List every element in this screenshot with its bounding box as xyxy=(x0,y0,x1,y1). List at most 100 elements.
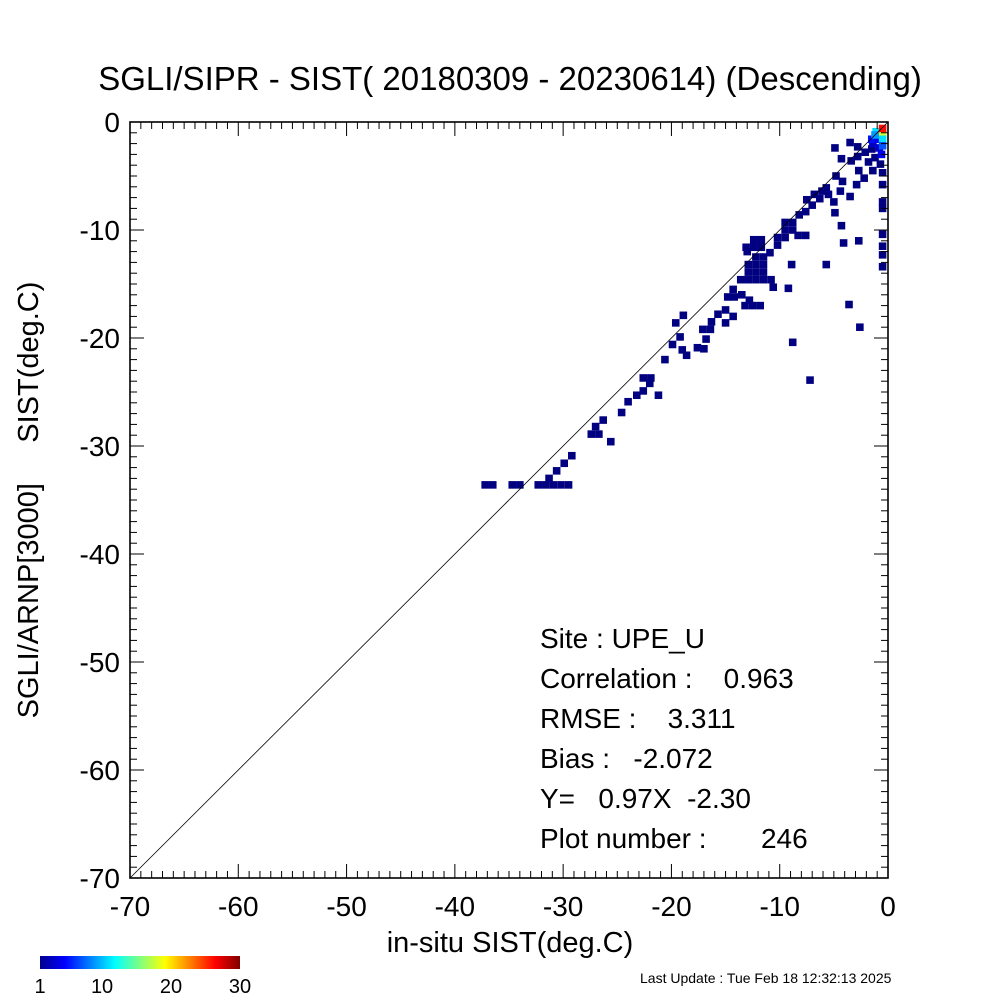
density-cell xyxy=(878,168,887,177)
density-cell xyxy=(808,201,816,209)
density-cell xyxy=(736,275,745,284)
density-cell xyxy=(846,192,854,201)
density-cell xyxy=(767,275,775,284)
density-cell xyxy=(854,166,863,175)
density-cell xyxy=(738,291,746,299)
stats-box: Site : UPE_U Correlation : 0.963 RMSE : … xyxy=(540,623,808,854)
x-tick-label: 0 xyxy=(880,891,896,922)
y-tick-label: -70 xyxy=(80,863,120,894)
density-cell xyxy=(759,253,768,261)
density-cell xyxy=(822,260,831,269)
density-cell xyxy=(759,275,768,284)
x-tick-label: -40 xyxy=(435,891,475,922)
density-cell xyxy=(806,376,814,384)
density-cell xyxy=(781,226,789,234)
density-cell xyxy=(878,230,887,239)
density-cell xyxy=(534,481,543,489)
density-cell xyxy=(702,335,710,343)
density-cell xyxy=(549,481,558,489)
density-cell xyxy=(788,226,797,234)
stat-bias: Bias : -2.072 xyxy=(540,743,713,774)
density-cell xyxy=(488,481,497,489)
density-cell xyxy=(682,351,691,360)
density-cell xyxy=(878,251,887,259)
density-cell xyxy=(878,198,887,206)
density-cell xyxy=(846,138,854,147)
density-cell xyxy=(832,172,840,180)
density-cell xyxy=(749,243,758,252)
colorbar-label: 30 xyxy=(229,976,251,998)
density-cell xyxy=(794,231,802,240)
density-cell xyxy=(742,243,750,252)
y-tick-label: -50 xyxy=(80,647,120,678)
density-cell xyxy=(831,144,839,152)
density-cell xyxy=(481,481,489,489)
stat-rmse: RMSE : 3.311 xyxy=(540,703,736,734)
colorbar-label: 20 xyxy=(160,976,182,998)
density-cell xyxy=(745,296,754,304)
density-cell xyxy=(759,260,768,269)
colorbar xyxy=(40,956,240,969)
colorbar-label: 10 xyxy=(91,976,113,998)
density-cell xyxy=(595,430,603,438)
density-cell xyxy=(542,481,550,489)
density-cell xyxy=(801,207,810,216)
density-cell xyxy=(853,152,862,161)
colorbar-labels: 1 10 20 30 xyxy=(34,976,251,998)
density-cell xyxy=(723,293,732,301)
density-cell xyxy=(706,325,715,334)
density-cell xyxy=(729,285,737,294)
density-cell xyxy=(591,422,600,431)
density-cell xyxy=(721,306,730,314)
density-cell xyxy=(869,139,877,148)
density-cell xyxy=(839,239,848,247)
density-cell xyxy=(801,231,810,240)
density-cell xyxy=(508,481,517,489)
density-cell xyxy=(564,481,573,489)
density-cell xyxy=(757,243,766,252)
density-cell xyxy=(639,387,648,395)
density-cell xyxy=(781,233,789,242)
density-cell xyxy=(607,437,615,446)
density-cell xyxy=(837,221,846,230)
density-cell xyxy=(730,293,739,301)
density-cell xyxy=(647,374,655,382)
x-tick-label: -70 xyxy=(110,891,150,922)
density-cell xyxy=(831,208,839,217)
density-cell xyxy=(671,319,680,327)
density-cell xyxy=(756,301,765,310)
x-tick-labels: -70 -60 -50 -40 -30 -20 -10 0 xyxy=(110,891,896,922)
density-cell xyxy=(822,184,831,192)
density-cell xyxy=(752,253,760,261)
density-cell xyxy=(617,408,626,417)
density-cell xyxy=(678,346,687,354)
density-cell xyxy=(769,283,778,292)
density-cell xyxy=(752,268,760,276)
y-axis-label: SGLI/ARNP[3000] SIST(deg.C) xyxy=(13,282,45,719)
last-update-text: Last Update : Tue Feb 18 12:32:13 2025 xyxy=(640,970,892,986)
density-cell xyxy=(749,235,758,244)
density-cell xyxy=(874,135,883,144)
density-cell xyxy=(766,248,774,257)
density-cell xyxy=(599,416,607,424)
density-cell xyxy=(861,148,870,157)
density-cell xyxy=(815,194,824,203)
y-tick-label: -20 xyxy=(80,323,120,354)
density-cell xyxy=(645,379,654,388)
density-cell xyxy=(757,235,766,244)
density-cell xyxy=(676,333,684,341)
density-cell xyxy=(869,166,877,175)
density-cell xyxy=(744,260,753,269)
density-cell xyxy=(787,260,796,269)
density-cell xyxy=(741,301,749,310)
density-cell xyxy=(639,374,648,382)
density-cell xyxy=(853,143,862,151)
density-cell xyxy=(878,242,887,250)
y-tick-label: -30 xyxy=(80,431,120,462)
density-cell xyxy=(818,187,826,195)
density-cell xyxy=(632,391,641,400)
density-cell xyxy=(781,218,789,227)
density-cell xyxy=(867,145,876,153)
density-cell xyxy=(847,157,855,165)
minor-ticks xyxy=(129,121,889,879)
